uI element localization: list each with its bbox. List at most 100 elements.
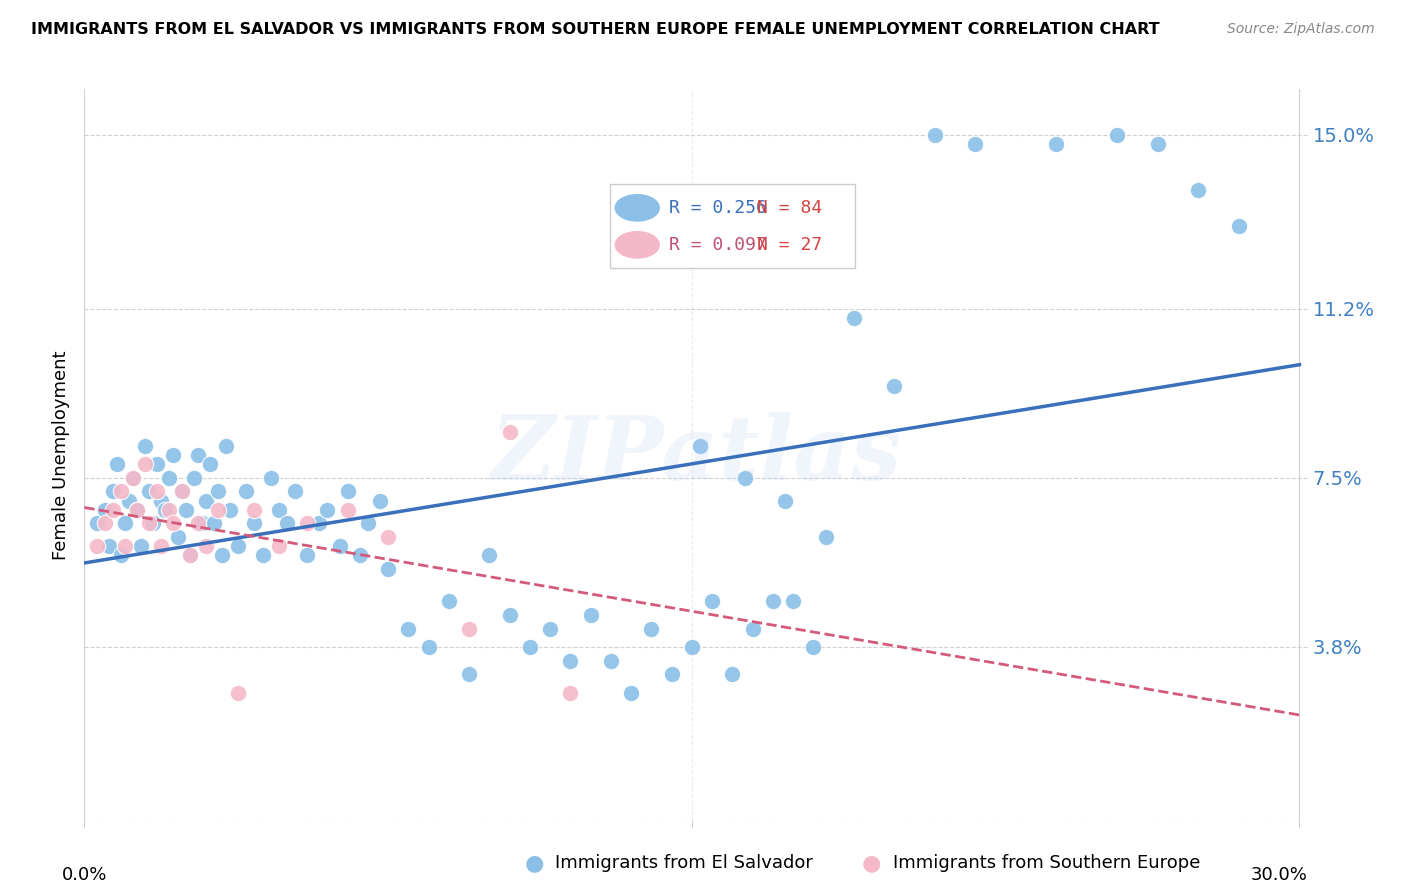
Point [538, 622, 561, 636]
Point [1187, 183, 1209, 197]
Point [377, 562, 399, 576]
Point [191, 516, 214, 531]
Point [284, 484, 307, 499]
Point [194, 493, 217, 508]
Point [194, 539, 217, 553]
Point [814, 530, 837, 544]
Point [101, 503, 124, 517]
Point [97, 539, 120, 553]
Point [316, 503, 339, 517]
Point [134, 439, 156, 453]
Point [101, 484, 124, 499]
Point [211, 549, 233, 563]
Point [235, 484, 257, 499]
Point [226, 686, 249, 700]
Point [114, 516, 136, 531]
Point [560, 686, 582, 700]
Point [762, 594, 785, 608]
Point [142, 516, 165, 531]
Point [498, 607, 520, 622]
Circle shape [616, 232, 659, 258]
Point [478, 549, 501, 563]
Point [114, 539, 136, 553]
Point [170, 484, 193, 499]
Point [252, 549, 274, 563]
Point [267, 503, 290, 517]
Point [226, 539, 249, 553]
Point [166, 530, 188, 544]
Point [276, 516, 298, 531]
Point [122, 471, 145, 485]
Circle shape [616, 194, 659, 221]
Point [295, 516, 318, 531]
Point [86, 539, 108, 553]
Point [579, 607, 602, 622]
Point [782, 594, 804, 608]
Point [179, 549, 201, 563]
Point [215, 439, 238, 453]
Point [198, 457, 221, 471]
Point [458, 667, 481, 681]
Point [689, 439, 711, 453]
Point [187, 448, 209, 462]
Point [1045, 136, 1067, 151]
Point [157, 503, 180, 517]
Point [368, 493, 391, 508]
Text: ZIPatlas: ZIPatlas [491, 412, 901, 498]
Point [125, 503, 148, 517]
Text: IMMIGRANTS FROM EL SALVADOR VS IMMIGRANTS FROM SOUTHERN EUROPE FEMALE UNEMPLOYME: IMMIGRANTS FROM EL SALVADOR VS IMMIGRANT… [31, 22, 1160, 37]
Point [965, 136, 987, 151]
Point [122, 471, 145, 485]
Point [773, 493, 796, 508]
Point [741, 622, 763, 636]
Point [640, 622, 662, 636]
FancyBboxPatch shape [610, 185, 855, 268]
Text: 0.0%: 0.0% [62, 866, 107, 884]
Point [458, 622, 481, 636]
Text: N = 27: N = 27 [758, 235, 823, 254]
Point [418, 640, 440, 654]
Point [803, 640, 825, 654]
Point [519, 640, 541, 654]
Point [1146, 136, 1168, 151]
Point [146, 484, 169, 499]
Point [1107, 128, 1129, 142]
Point [174, 503, 197, 517]
Point [883, 379, 905, 393]
Point [105, 457, 128, 471]
Text: R = 0.256: R = 0.256 [669, 199, 766, 217]
Point [93, 503, 115, 517]
Text: Immigrants from El Salvador: Immigrants from El Salvador [555, 855, 813, 872]
Point [179, 549, 201, 563]
Point [243, 503, 266, 517]
Point [308, 516, 330, 531]
Point [721, 667, 744, 681]
Point [437, 594, 460, 608]
Point [162, 516, 184, 531]
Point [620, 686, 643, 700]
Point [600, 654, 623, 668]
Text: ●: ● [862, 854, 882, 873]
Point [125, 503, 148, 517]
Point [150, 539, 173, 553]
Point [187, 516, 209, 531]
Text: Source: ZipAtlas.com: Source: ZipAtlas.com [1227, 22, 1375, 37]
Text: Immigrants from Southern Europe: Immigrants from Southern Europe [893, 855, 1201, 872]
Point [150, 493, 173, 508]
Point [118, 493, 141, 508]
Point [560, 654, 582, 668]
Point [681, 640, 703, 654]
Text: N = 84: N = 84 [758, 199, 823, 217]
Point [183, 471, 205, 485]
Point [336, 484, 359, 499]
Point [138, 484, 160, 499]
Point [146, 457, 169, 471]
Point [219, 503, 242, 517]
Text: R = 0.097: R = 0.097 [669, 235, 766, 254]
Point [202, 516, 225, 531]
Point [86, 516, 108, 531]
Point [162, 448, 184, 462]
Point [110, 549, 132, 563]
Point [498, 425, 520, 439]
Point [661, 667, 683, 681]
